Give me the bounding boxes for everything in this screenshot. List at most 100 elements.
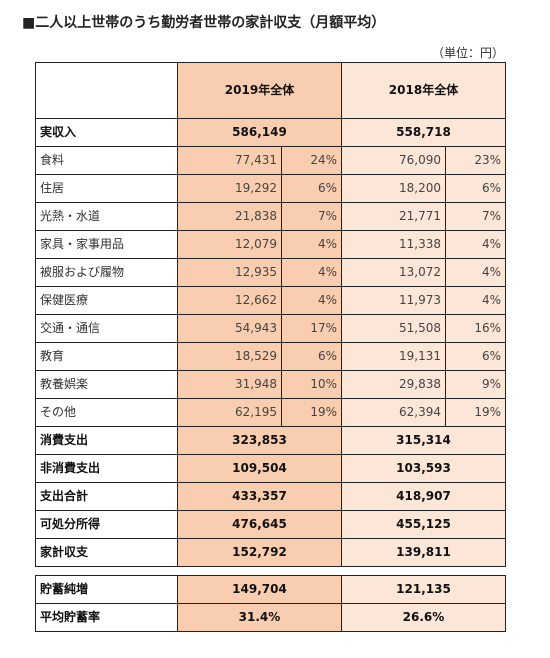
household-budget-table: 2019年全体 2018年全体 実収入 586,149 558,718 食料 77… bbox=[35, 62, 506, 567]
share-2018: 6% bbox=[445, 342, 506, 371]
row-label: 交通・通信 bbox=[35, 314, 178, 343]
value-2018: 121,135 bbox=[341, 575, 506, 604]
row-label: 食料 bbox=[35, 146, 178, 175]
value-2018: 315,314 bbox=[341, 426, 506, 455]
share-2018: 23% bbox=[445, 146, 506, 175]
share-2019: 7% bbox=[281, 202, 342, 231]
savings-body: 貯蓄純増 149,704 121,135 平均貯蓄率 31.4% 26.6% bbox=[35, 575, 506, 632]
amount-2018: 62,394 bbox=[341, 398, 446, 427]
amount-2019: 12,935 bbox=[177, 258, 282, 287]
share-2018: 19% bbox=[445, 398, 506, 427]
value-2019: 152,792 bbox=[177, 538, 342, 567]
savings-table: 貯蓄純増 149,704 121,135 平均貯蓄率 31.4% 26.6% bbox=[35, 575, 506, 632]
expense-item-row: 教育 18,529 6% 19,131 6% bbox=[35, 342, 506, 371]
row-label: 教育 bbox=[35, 342, 178, 371]
share-2018: 4% bbox=[445, 230, 506, 259]
expense-item-row: 食料 77,431 24% 76,090 23% bbox=[35, 146, 506, 175]
amount-2019: 62,195 bbox=[177, 398, 282, 427]
value-2018: 558,718 bbox=[341, 118, 506, 147]
total-row: 可処分所得 476,645 455,125 bbox=[35, 510, 506, 539]
share-2019: 17% bbox=[281, 314, 342, 343]
expense-item-row: 保健医療 12,662 4% 11,973 4% bbox=[35, 286, 506, 315]
total-row: 消費支出 323,853 315,314 bbox=[35, 426, 506, 455]
value-2019: 149,704 bbox=[177, 575, 342, 604]
page-title: ■二人以上世帯のうち勤労者世帯の家計収支（月額平均） bbox=[22, 15, 386, 31]
row-label: 貯蓄純増 bbox=[35, 575, 178, 604]
amount-2019: 19,292 bbox=[177, 174, 282, 203]
header-blank-cell bbox=[35, 62, 178, 119]
row-label: 住居 bbox=[35, 174, 178, 203]
value-2018: 418,907 bbox=[341, 482, 506, 511]
expense-item-row: 光熱・水道 21,838 7% 21,771 7% bbox=[35, 202, 506, 231]
row-label: 平均貯蓄率 bbox=[35, 603, 178, 632]
expense-item-row: 交通・通信 54,943 17% 51,508 16% bbox=[35, 314, 506, 343]
row-label: 消費支出 bbox=[35, 426, 178, 455]
share-2019: 4% bbox=[281, 230, 342, 259]
total-row: 家計収支 152,792 139,811 bbox=[35, 538, 506, 567]
row-label: 実収入 bbox=[35, 118, 178, 147]
amount-2019: 12,079 bbox=[177, 230, 282, 259]
expense-item-row: 被服および履物 12,935 4% 13,072 4% bbox=[35, 258, 506, 287]
total-row: 支出合計 433,357 418,907 bbox=[35, 482, 506, 511]
share-2019: 19% bbox=[281, 398, 342, 427]
row-label: 可処分所得 bbox=[35, 510, 178, 539]
value-2019: 476,645 bbox=[177, 510, 342, 539]
amount-2019: 18,529 bbox=[177, 342, 282, 371]
amount-2018: 51,508 bbox=[341, 314, 446, 343]
row-label: 非消費支出 bbox=[35, 454, 178, 483]
share-2018: 7% bbox=[445, 202, 506, 231]
amount-2018: 18,200 bbox=[341, 174, 446, 203]
share-2019: 4% bbox=[281, 258, 342, 287]
share-2019: 6% bbox=[281, 174, 342, 203]
share-2018: 6% bbox=[445, 174, 506, 203]
share-2019: 24% bbox=[281, 146, 342, 175]
amount-2019: 54,943 bbox=[177, 314, 282, 343]
value-2019: 433,357 bbox=[177, 482, 342, 511]
row-label: 教養娯楽 bbox=[35, 370, 178, 399]
income-row: 実収入 586,149 558,718 bbox=[35, 118, 506, 147]
amount-2018: 11,973 bbox=[341, 286, 446, 315]
expense-item-row: 教養娯楽 31,948 10% 29,838 9% bbox=[35, 370, 506, 399]
row-label: その他 bbox=[35, 398, 178, 427]
share-2019: 6% bbox=[281, 342, 342, 371]
amount-2019: 77,431 bbox=[177, 146, 282, 175]
amount-2018: 29,838 bbox=[341, 370, 446, 399]
row-label: 光熱・水道 bbox=[35, 202, 178, 231]
header-2019: 2019年全体 bbox=[177, 62, 342, 119]
amount-2019: 31,948 bbox=[177, 370, 282, 399]
row-label: 家計収支 bbox=[35, 538, 178, 567]
amount-2018: 76,090 bbox=[341, 146, 446, 175]
header-row: 2019年全体 2018年全体 bbox=[35, 62, 506, 119]
amount-2018: 21,771 bbox=[341, 202, 446, 231]
header-2018: 2018年全体 bbox=[341, 62, 506, 119]
amount-2019: 12,662 bbox=[177, 286, 282, 315]
amount-2019: 21,838 bbox=[177, 202, 282, 231]
savings-row: 貯蓄純増 149,704 121,135 bbox=[35, 575, 506, 604]
value-2019: 323,853 bbox=[177, 426, 342, 455]
value-2019: 31.4% bbox=[177, 603, 342, 632]
value-2018: 26.6% bbox=[341, 603, 506, 632]
value-2018: 455,125 bbox=[341, 510, 506, 539]
value-2018: 103,593 bbox=[341, 454, 506, 483]
row-label: 被服および履物 bbox=[35, 258, 178, 287]
share-2019: 10% bbox=[281, 370, 342, 399]
expense-item-row: その他 62,195 19% 62,394 19% bbox=[35, 398, 506, 427]
expense-item-row: 家具・家事用品 12,079 4% 11,338 4% bbox=[35, 230, 506, 259]
share-2018: 4% bbox=[445, 286, 506, 315]
total-row: 非消費支出 109,504 103,593 bbox=[35, 454, 506, 483]
amount-2018: 19,131 bbox=[341, 342, 446, 371]
savings-row: 平均貯蓄率 31.4% 26.6% bbox=[35, 603, 506, 632]
row-label: 支出合計 bbox=[35, 482, 178, 511]
table-body: 2019年全体 2018年全体 実収入 586,149 558,718 食料 77… bbox=[35, 62, 506, 567]
amount-2018: 11,338 bbox=[341, 230, 446, 259]
share-2019: 4% bbox=[281, 286, 342, 315]
share-2018: 4% bbox=[445, 258, 506, 287]
value-2019: 109,504 bbox=[177, 454, 342, 483]
expense-item-row: 住居 19,292 6% 18,200 6% bbox=[35, 174, 506, 203]
row-label: 保健医療 bbox=[35, 286, 178, 315]
row-label: 家具・家事用品 bbox=[35, 230, 178, 259]
unit-note: （単位：円） bbox=[431, 46, 504, 60]
share-2018: 16% bbox=[445, 314, 506, 343]
amount-2018: 13,072 bbox=[341, 258, 446, 287]
share-2018: 9% bbox=[445, 370, 506, 399]
